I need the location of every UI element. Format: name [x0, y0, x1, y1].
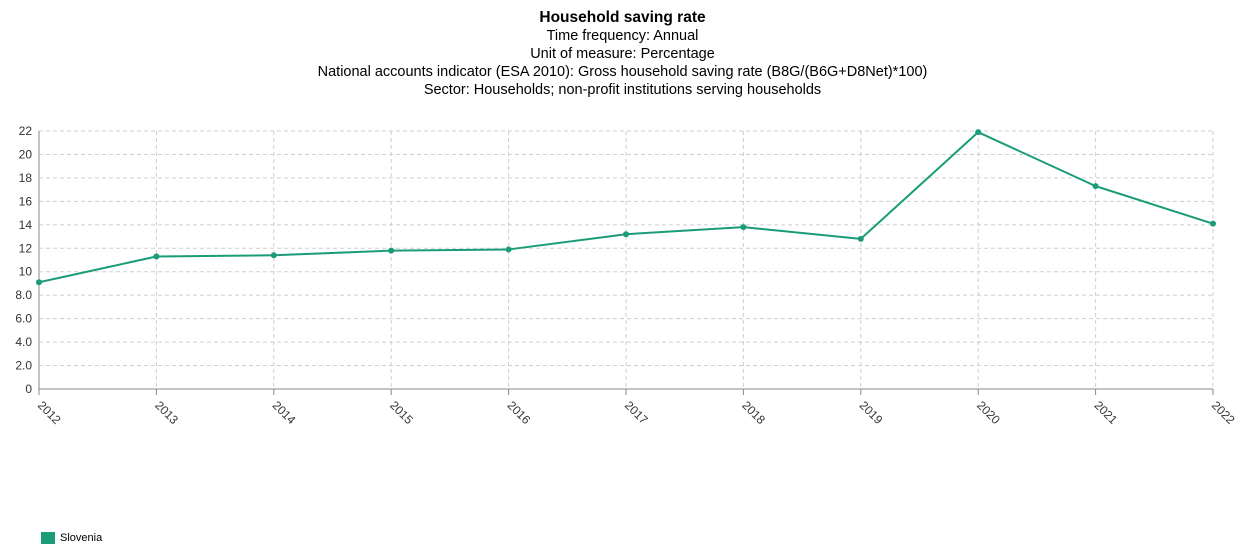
- y-tick-label: 18: [19, 171, 33, 185]
- x-tick-label: 2012: [35, 398, 64, 427]
- data-point: [36, 279, 42, 286]
- y-tick-label: 6.0: [15, 312, 32, 326]
- chart-subtitle-frequency: Time frequency: Annual: [546, 28, 699, 44]
- x-tick-label: 2021: [1091, 398, 1120, 427]
- data-point: [505, 246, 512, 253]
- chart-subtitle-indicator: National accounts indicator (ESA 2010): …: [317, 64, 928, 80]
- x-tick-label: 2018: [739, 398, 768, 427]
- y-tick-label: 14: [19, 218, 33, 232]
- legend[interactable]: Slovenia: [41, 532, 102, 544]
- data-point: [270, 252, 277, 259]
- data-point: [388, 247, 395, 254]
- x-tick-label: 2019: [857, 398, 886, 427]
- data-point: [740, 224, 747, 231]
- data-point: [857, 235, 864, 242]
- data-point: [1210, 220, 1216, 227]
- x-tick-label: 2017: [622, 398, 651, 427]
- data-point: [623, 231, 629, 238]
- chart-subtitle-sector: Sector: Households; non-profit instituti…: [423, 82, 822, 98]
- y-tick-label: 10: [19, 265, 33, 279]
- chart-title: Household saving rate: [539, 9, 706, 26]
- chart-subtitle-unit: Unit of measure: Percentage: [530, 46, 715, 62]
- legend-swatch: [41, 532, 55, 544]
- x-tick-label: 2013: [152, 398, 181, 427]
- y-tick-label: 0: [25, 382, 32, 396]
- chart-titles: Household saving rate Time frequency: An…: [0, 0, 1245, 99]
- y-tick-label: 12: [19, 241, 33, 255]
- x-tick-label: 2020: [974, 398, 1003, 427]
- y-tick-label: 2.0: [15, 359, 32, 373]
- y-tick-label: 8.0: [15, 288, 32, 302]
- data-point: [1092, 183, 1099, 190]
- y-tick-label: 16: [19, 194, 33, 208]
- y-tick-label: 22: [19, 124, 33, 138]
- y-tick-label: 20: [19, 147, 33, 161]
- legend-label: Slovenia: [60, 532, 103, 544]
- x-tick-label: 2016: [504, 398, 533, 427]
- data-point: [153, 253, 160, 260]
- data-point: [975, 129, 982, 136]
- x-tick-label: 2022: [1209, 398, 1238, 427]
- x-tick-label: 2014: [270, 398, 299, 427]
- y-tick-label: 4.0: [15, 335, 32, 349]
- x-tick-label: 2015: [387, 398, 416, 427]
